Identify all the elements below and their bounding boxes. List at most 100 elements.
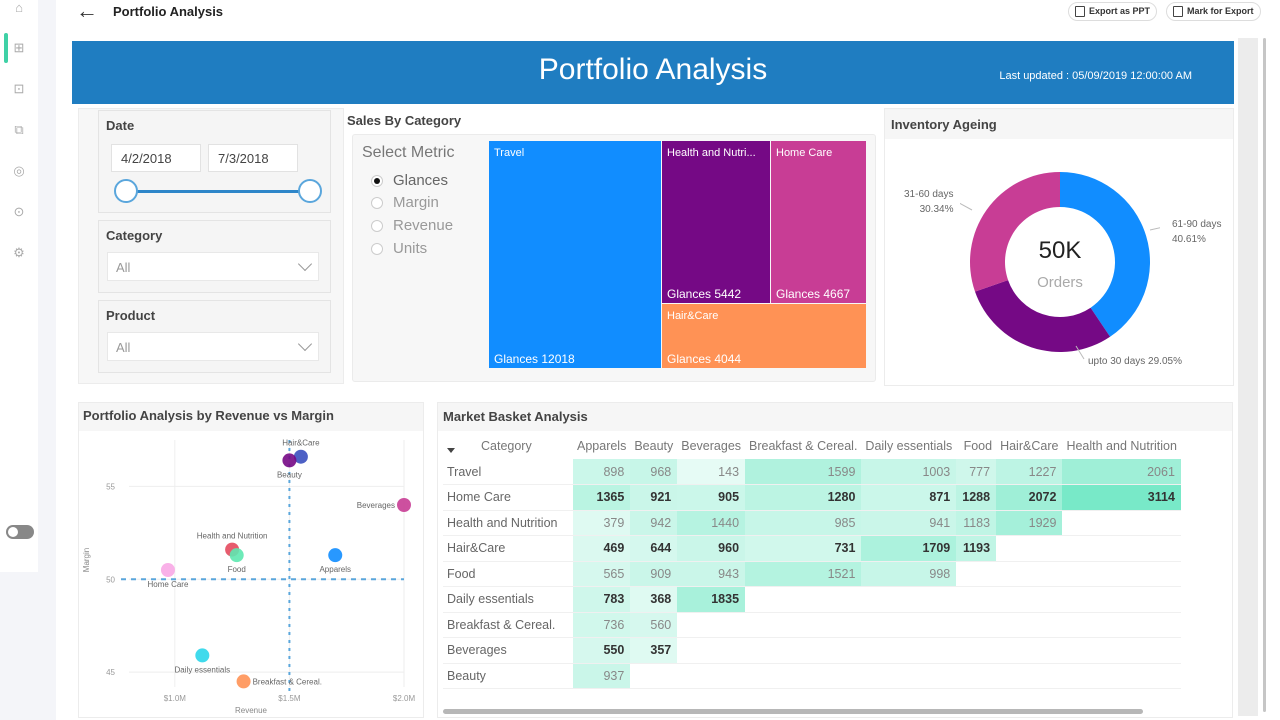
matrix-cell — [956, 612, 997, 638]
matrix-cell: 1365 — [573, 484, 631, 511]
matrix-cell — [996, 637, 1063, 664]
product-dropdown[interactable]: All — [107, 332, 319, 361]
matrix-cell — [1062, 535, 1181, 562]
scatter-point[interactable] — [229, 548, 244, 563]
column-header[interactable]: Beverages — [681, 439, 742, 453]
column-header[interactable]: Hair&Care — [1000, 439, 1059, 453]
treemap-tile-name: Home Care — [776, 147, 833, 159]
column-header[interactable]: Daily essentials — [865, 439, 953, 453]
select-metric-title: Select Metric — [362, 144, 455, 161]
treemap-tile-travel[interactable]: Travel Glances 12018 — [489, 141, 661, 368]
date-end-input[interactable]: 7/3/2018 — [208, 144, 298, 172]
theme-toggle[interactable] — [6, 525, 34, 539]
y-axis-label: Margin — [82, 548, 91, 572]
vertical-scrollbar-thumb[interactable] — [1263, 38, 1266, 712]
donut-label-31-60: 31-60 days 30.34% — [904, 187, 953, 217]
checkbox-icon — [1173, 6, 1183, 17]
target-icon[interactable]: ⊙ — [13, 204, 25, 219]
matrix-cell: 736 — [573, 612, 631, 638]
treemap-tile-value: Glances 4044 — [667, 352, 742, 366]
scatter-point[interactable] — [236, 674, 251, 689]
matrix-cell — [677, 612, 746, 638]
active-indicator — [4, 33, 8, 63]
chevron-down-icon — [297, 256, 313, 272]
back-arrow-icon[interactable]: ← — [76, 0, 98, 23]
scatter-point[interactable] — [293, 449, 308, 464]
crop-icon[interactable]: ⊡ — [13, 81, 25, 96]
donut-slice[interactable] — [1060, 172, 1150, 337]
matrix-cell: 905 — [677, 484, 746, 511]
matrix-cell: 777 — [956, 459, 997, 485]
treemap-tile-homecare[interactable]: Home Care Glances 4667 — [771, 141, 866, 303]
date-start-input[interactable]: 4/2/2018 — [111, 144, 201, 172]
y-tick-label: 45 — [106, 668, 115, 677]
coins-icon[interactable]: ◎ — [13, 163, 25, 178]
scatter-point[interactable] — [282, 453, 297, 468]
sort-caret-icon[interactable] — [447, 448, 455, 453]
category-dropdown[interactable]: All — [107, 252, 319, 281]
donut-slice[interactable] — [975, 280, 1111, 352]
scatter-point[interactable] — [397, 498, 411, 512]
matrix-cell: 783 — [573, 586, 631, 613]
column-header[interactable]: Apparels — [577, 439, 627, 453]
treemap-tile-health[interactable]: Health and Nutri... Glances 5442 — [662, 141, 770, 303]
column-header[interactable]: Beauty — [634, 439, 674, 453]
metric-radio-units[interactable]: Units — [371, 239, 491, 259]
donut-label-61-90: 61-90 days 40.61% — [1172, 217, 1221, 247]
matrix-cell: 943 — [677, 561, 746, 587]
mark-export-button[interactable]: Mark for Export — [1166, 2, 1261, 21]
matrix-cell: 998 — [861, 561, 957, 587]
metric-radio-revenue[interactable]: Revenue — [371, 216, 491, 236]
matrix-cell — [1062, 561, 1181, 587]
matrix-cell: 871 — [861, 484, 957, 511]
x-axis-label: Revenue — [235, 706, 268, 715]
column-header[interactable]: Food — [963, 439, 993, 453]
matrix-cell — [745, 637, 862, 664]
matrix-cell — [956, 561, 997, 587]
date-slider-end-handle[interactable] — [298, 179, 322, 203]
scatter-title: Portfolio Analysis by Revenue vs Margin — [83, 408, 334, 423]
scatter-point[interactable] — [195, 648, 210, 663]
treemap-tile-haircare[interactable]: Hair&Care Glances 4044 — [662, 304, 866, 368]
metric-radio-glances[interactable]: Glances — [371, 171, 491, 191]
scatter-point[interactable] — [160, 563, 175, 577]
matrix-cell: 909 — [630, 561, 678, 587]
column-header[interactable]: Breakfast & Cereal. — [749, 439, 858, 453]
radio-icon — [371, 197, 383, 209]
leader-line — [1075, 345, 1085, 360]
banner-title: Portfolio Analysis — [538, 53, 768, 86]
horizontal-scrollbar[interactable] — [443, 709, 1143, 714]
matrix-cell: 1183 — [956, 510, 997, 536]
metric-label: Revenue — [393, 217, 454, 234]
matrix-cell: 1280 — [745, 484, 862, 511]
dashboard-icon[interactable]: ⊞ — [13, 40, 25, 55]
matrix-cell — [861, 663, 957, 689]
donut-slice[interactable] — [970, 172, 1060, 292]
matrix-cell — [956, 663, 997, 689]
table-row: Breakfast & Cereal. 736 560 — [443, 612, 1181, 638]
treemap-tile-value: Glances 12018 — [494, 352, 575, 366]
settings-icon[interactable]: ⚙ — [13, 245, 25, 260]
matrix-cell: 985 — [745, 510, 862, 536]
row-header: Travel — [443, 459, 573, 485]
metric-radio-margin[interactable]: Margin — [371, 193, 491, 213]
vertical-scrollbar-track[interactable] — [1238, 38, 1258, 716]
matrix-cell: 2072 — [996, 484, 1063, 511]
leader-line — [1149, 227, 1160, 231]
category-value: All — [116, 260, 131, 275]
book-icon[interactable]: ⧉ — [14, 122, 24, 137]
column-header[interactable]: Health and Nutrition — [1066, 439, 1177, 453]
column-header-category[interactable]: Category — [443, 433, 573, 459]
export-ppt-button[interactable]: Export as PPT — [1068, 2, 1158, 21]
donut-center-value: 50K — [1038, 237, 1082, 264]
scatter-point-label: Hair&Care — [282, 439, 320, 448]
date-slider-start-handle[interactable] — [114, 179, 138, 203]
matrix-cell: 921 — [630, 484, 678, 511]
matrix-cell: 1835 — [677, 586, 746, 613]
radio-icon — [371, 175, 383, 187]
matrix-cell: 1227 — [996, 459, 1063, 485]
scatter-point[interactable] — [328, 548, 343, 563]
home-icon[interactable]: ⌂ — [15, 0, 23, 15]
date-slider-track[interactable] — [125, 190, 310, 193]
treemap-tile-name: Travel — [494, 147, 525, 159]
